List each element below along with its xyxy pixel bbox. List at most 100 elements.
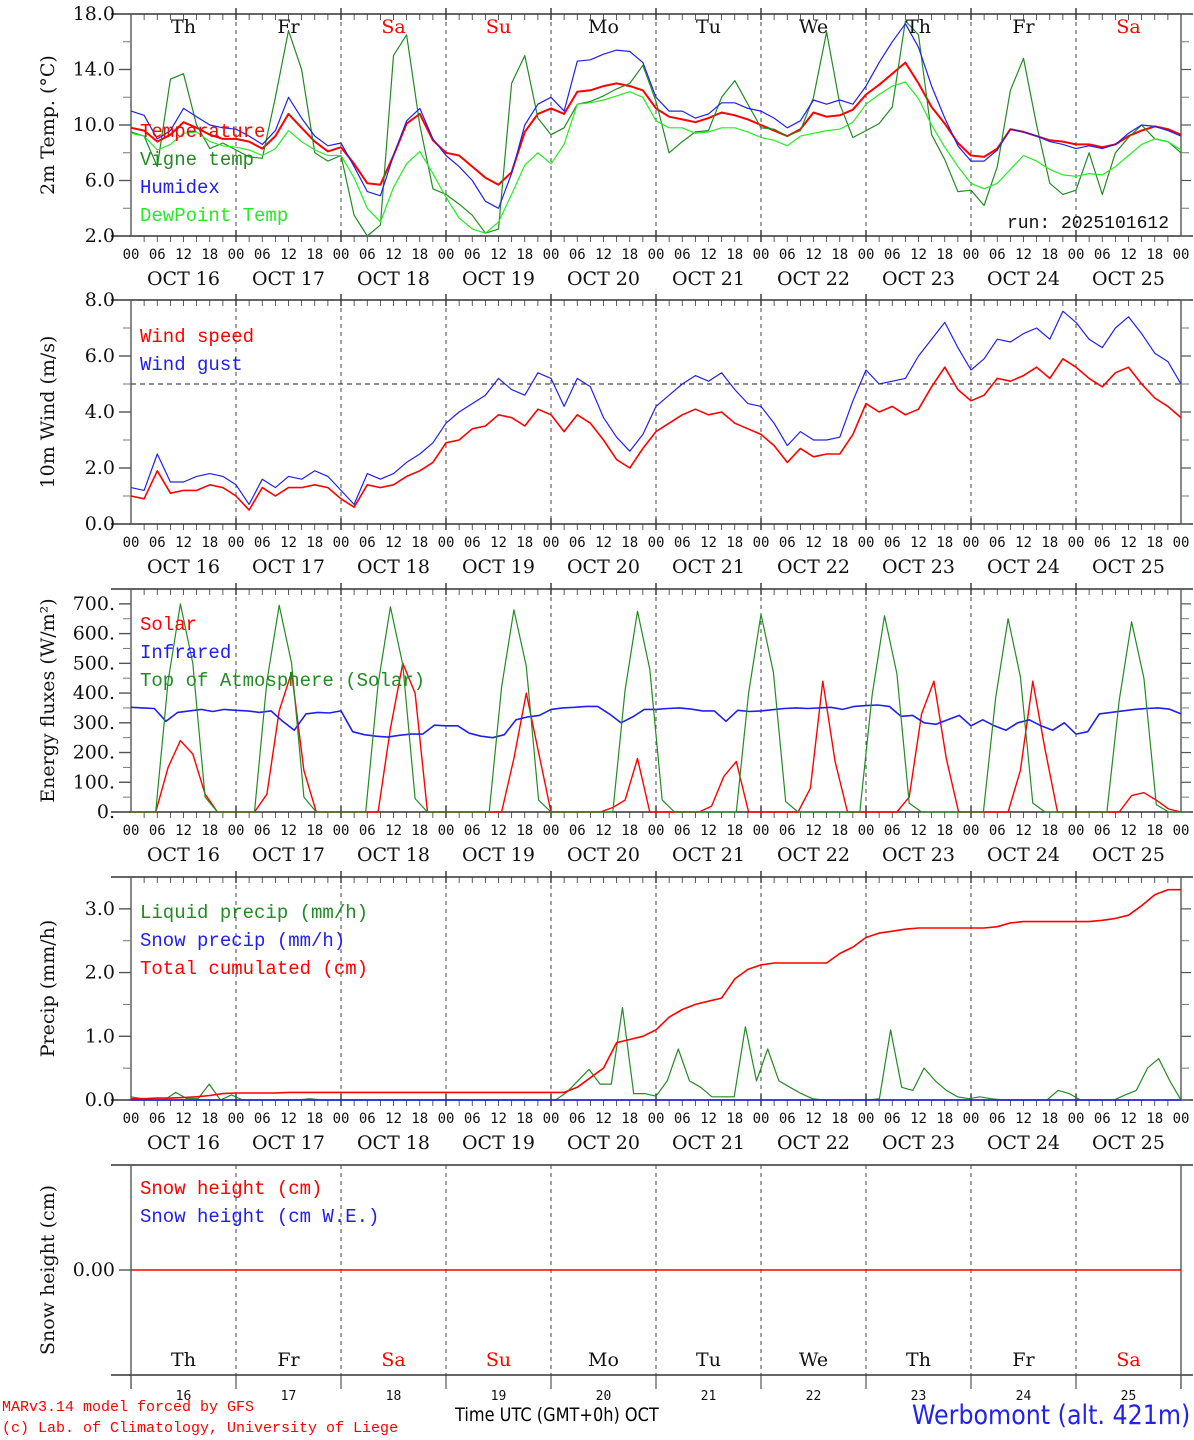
x-hour-label: 18: [936, 247, 953, 263]
panel-wind: 0.0 2.0 4.0 6.0 8.0 10m Wind (m/s) Wind speed W…: [37, 289, 1193, 578]
x-hour-label: 00: [438, 247, 455, 263]
x-hour-label: 18: [831, 1111, 848, 1127]
x-hour-label: 18: [411, 535, 428, 551]
x-hour-label: 00: [1173, 247, 1190, 263]
x-hour-label: 00: [228, 247, 245, 263]
x-hour-label: 06: [254, 823, 271, 839]
y-tick-label: 700.: [73, 593, 115, 615]
y-axis-label: Snow height (cm): [37, 1185, 59, 1355]
y-tick-label: 10.0: [73, 114, 115, 136]
x-date-label: OCT 20: [567, 844, 640, 866]
x-hour-label: 12: [490, 1111, 507, 1127]
x-hour-label: 00: [543, 535, 560, 551]
x-hour-label: 18: [1146, 823, 1163, 839]
series-line-infrared: [130, 704, 1182, 739]
panel-temp: 2.0 6.0 10.0 14.0 18.0 2m Temp. (°C) Temperatu…: [37, 3, 1193, 290]
x-day-number: 23: [911, 1389, 927, 1404]
legend-entry: Temperature: [140, 121, 265, 143]
x-hour-label: 06: [464, 535, 481, 551]
x-hour-label: 12: [595, 823, 612, 839]
x-hour-label: 06: [674, 247, 691, 263]
x-date-label: OCT 17: [252, 1132, 325, 1154]
x-date-label: OCT 20: [567, 268, 640, 290]
y-tick-label: 0.0: [85, 1089, 115, 1111]
x-hour-label: 12: [175, 1111, 192, 1127]
x-hour-label: 18: [831, 823, 848, 839]
x-date-label: OCT 24: [987, 268, 1060, 290]
series-line-wind-gust: [130, 310, 1182, 505]
legend-entry: Snow height (cm): [140, 1178, 322, 1200]
x-hour-label: 12: [700, 535, 717, 551]
x-hour-label: 06: [359, 823, 376, 839]
x-hour-label: 18: [936, 535, 953, 551]
x-hour-label: 00: [963, 1111, 980, 1127]
x-day-number: 17: [281, 1389, 297, 1404]
x-hour-label: 00: [648, 823, 665, 839]
x-date-label: OCT 18: [357, 268, 430, 290]
x-hour-label: 06: [464, 1111, 481, 1127]
x-date-label: OCT 16: [147, 268, 220, 290]
x-hour-label: 18: [201, 535, 218, 551]
x-hour-label: 06: [254, 247, 271, 263]
legend-entry: Top of Atmosphere (Solar): [140, 670, 425, 692]
series-line-wind-speed: [130, 357, 1182, 511]
x-hour-label: 06: [989, 247, 1006, 263]
x-hour-label: 00: [123, 823, 140, 839]
x-date-label: OCT 21: [672, 844, 745, 866]
y-tick-label: 2.0: [85, 457, 115, 479]
x-date-label: OCT 18: [357, 1132, 430, 1154]
x-hour-label: 12: [910, 1111, 927, 1127]
legend-entry: Vigne temp: [140, 149, 254, 171]
legend-entry: Solar: [140, 614, 197, 636]
x-hour-label: 06: [884, 823, 901, 839]
x-date-label: OCT 22: [777, 844, 850, 866]
station-name: Werbomont (alt. 421m): [911, 1400, 1190, 1431]
x-hour-label: 00: [1068, 823, 1085, 839]
x-hour-label: 18: [411, 247, 428, 263]
x-hour-label: 06: [254, 1111, 271, 1127]
x-hour-label: 00: [228, 823, 245, 839]
x-date-label: OCT 25: [1092, 268, 1165, 290]
x-date-label: OCT 18: [357, 556, 430, 578]
y-tick-label: 4.0: [85, 401, 115, 423]
x-hour-label: 18: [306, 823, 323, 839]
x-hour-label: 12: [700, 247, 717, 263]
x-hour-label: 00: [858, 535, 875, 551]
y-tick-label: 8.0: [85, 289, 115, 311]
x-hour-label: 18: [831, 247, 848, 263]
x-hour-label: 00: [963, 247, 980, 263]
x-date-label: OCT 21: [672, 556, 745, 578]
x-hour-label: 12: [490, 535, 507, 551]
x-hour-label: 18: [831, 535, 848, 551]
series-line-top-of-atmosphere-solar: [131, 603, 1181, 813]
x-hour-label: 00: [1173, 823, 1190, 839]
legend-entry: Snow precip (mm/h): [140, 930, 345, 952]
x-date-label: OCT 22: [777, 268, 850, 290]
x-hour-label: 12: [280, 247, 297, 263]
series-line-solar: [131, 662, 1182, 813]
y-tick-label: 2.0: [85, 962, 115, 984]
day-of-week-label: Sa: [381, 16, 405, 38]
x-hour-label: 12: [1120, 535, 1137, 551]
x-date-label: OCT 19: [462, 1132, 535, 1154]
x-day-number: 19: [491, 1389, 507, 1404]
x-hour-label: 12: [595, 1111, 612, 1127]
legend-entry: Snow height (cm W.E.): [140, 1206, 379, 1228]
x-hour-label: 12: [910, 535, 927, 551]
x-hour-label: 18: [306, 247, 323, 263]
x-date-label: OCT 25: [1092, 844, 1165, 866]
x-hour-label: 00: [1173, 535, 1190, 551]
x-hour-label: 12: [490, 823, 507, 839]
x-hour-label: 18: [726, 1111, 743, 1127]
x-hour-label: 00: [543, 247, 560, 263]
x-day-number: 21: [701, 1389, 717, 1404]
x-hour-label: 06: [464, 247, 481, 263]
x-hour-label: 06: [359, 247, 376, 263]
y-tick-label: 2.0: [85, 225, 115, 247]
x-hour-label: 06: [989, 1111, 1006, 1127]
x-hour-label: 00: [648, 1111, 665, 1127]
x-date-label: OCT 18: [357, 844, 430, 866]
x-hour-label: 00: [333, 823, 350, 839]
x-hour-label: 18: [621, 535, 638, 551]
